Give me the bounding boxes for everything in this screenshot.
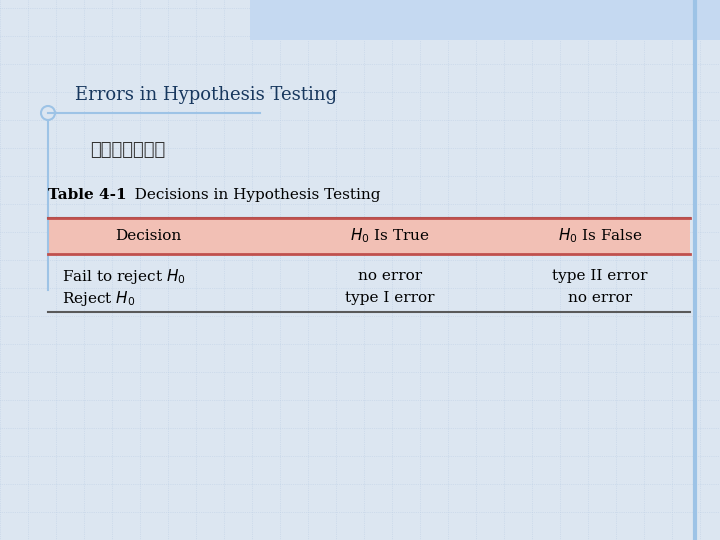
Text: no error: no error [568,291,632,305]
Bar [48,218,690,254]
Text: Fail to reject $H_0$: Fail to reject $H_0$ [62,267,186,286]
Text: Decision: Decision [115,229,181,243]
Text: 檢定結果可能為: 檢定結果可能為 [90,141,166,159]
Text: type II error: type II error [552,269,648,283]
Text: $H_0$ Is True: $H_0$ Is True [350,227,430,245]
Text: Decisions in Hypothesis Testing: Decisions in Hypothesis Testing [120,188,380,202]
Text: $H_0$ Is False: $H_0$ Is False [557,227,642,245]
Text: Reject $H_0$: Reject $H_0$ [62,288,135,307]
Text: Errors in Hypothesis Testing: Errors in Hypothesis Testing [75,86,337,104]
Text: type I error: type I error [346,291,435,305]
Bar [250,0,720,40]
Text: Table 4-1: Table 4-1 [48,188,127,202]
Text: no error: no error [358,269,422,283]
